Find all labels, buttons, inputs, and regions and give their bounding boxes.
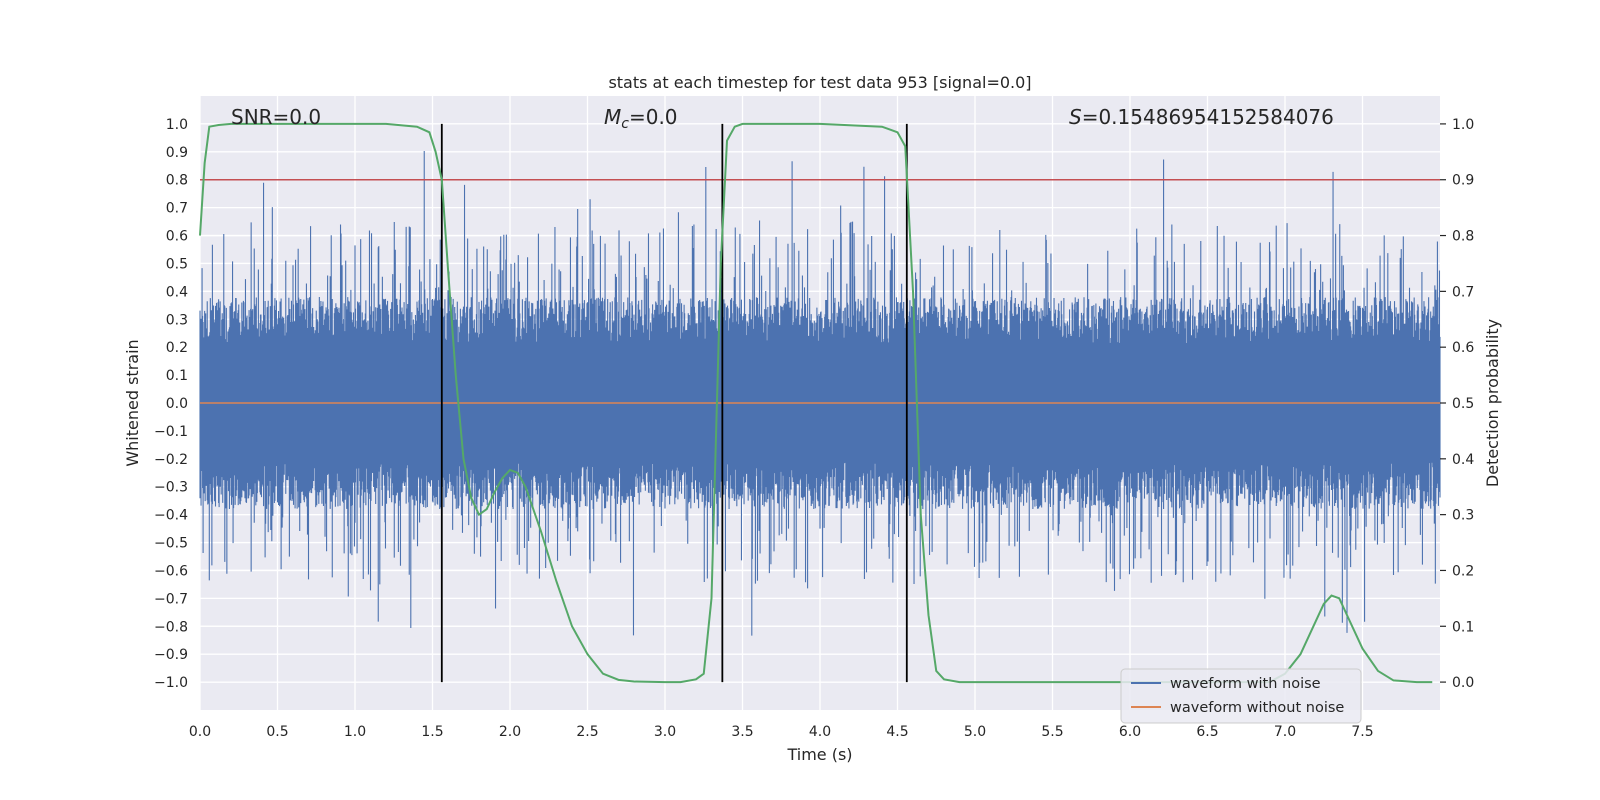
y-left-tick-label: 0.5	[166, 256, 188, 272]
y-right-tick-label: 0.7	[1452, 284, 1474, 300]
y-left-tick-label: −0.9	[154, 647, 188, 663]
y-right-tick-label: 0.3	[1452, 508, 1474, 524]
y-left-tick-label: −0.1	[154, 424, 188, 440]
y-left-tick-label: −1.0	[154, 675, 188, 691]
x-tick-label: 5.5	[1041, 724, 1063, 740]
y-left-tick-label: 0.6	[166, 229, 188, 245]
chart-title: stats at each timestep for test data 953…	[608, 73, 1031, 92]
y-left-tick-label: −0.7	[154, 591, 188, 607]
x-tick-label: 3.0	[654, 724, 676, 740]
y-left-tick-label: −0.8	[154, 619, 188, 635]
y-right-tick-label: 0.8	[1452, 229, 1474, 245]
x-tick-label: 3.5	[731, 724, 753, 740]
y-left-tick-label: 0.3	[166, 312, 188, 328]
y-left-tick-label: 0.0	[166, 396, 188, 412]
x-tick-label: 2.0	[499, 724, 521, 740]
y-left-tick-label: −0.3	[154, 480, 188, 496]
snr-annotation: SNR=0.0	[231, 105, 321, 129]
chirp-mass-annotation: Mc=0.0	[604, 105, 678, 132]
x-tick-label: 5.0	[964, 724, 986, 740]
y-right-tick-label: 1.0	[1452, 117, 1474, 133]
y-right-axis-label: Detection probability	[1483, 319, 1502, 487]
x-tick-label: 6.0	[1119, 724, 1141, 740]
x-tick-label: 0.0	[189, 724, 211, 740]
y-right-tick-label: 0.1	[1452, 619, 1474, 635]
legend: waveform with noise waveform without noi…	[1120, 668, 1362, 724]
x-tick-label: 4.5	[886, 724, 908, 740]
y-right-tick-label: 0.5	[1452, 396, 1474, 412]
x-tick-label: 7.0	[1274, 724, 1296, 740]
y-left-tick-label: 0.7	[166, 201, 188, 217]
x-tick-label: 7.5	[1351, 724, 1373, 740]
y-right-tick-label: 0.2	[1452, 563, 1474, 579]
y-left-tick-label: −0.4	[154, 508, 188, 524]
x-tick-label: 2.5	[576, 724, 598, 740]
y-left-tick-label: −0.6	[154, 563, 188, 579]
y-left-tick-label: 0.2	[166, 340, 188, 356]
x-axis-ticks: 0.0 0.5 1.0 1.5 2.0 2.5 3.0 3.5 4.0 4.5 5.0 5.5 6.0 6…	[189, 724, 1374, 740]
x-tick-label: 0.5	[266, 724, 288, 740]
legend-box	[1120, 668, 1362, 724]
y-right-tick-label: 0.6	[1452, 340, 1474, 356]
y-left-tick-label: −0.2	[154, 452, 188, 468]
y-left-tick-label: 1.0	[166, 117, 188, 133]
x-tick-label: 6.5	[1196, 724, 1218, 740]
y-left-axis-label: Whitened strain	[123, 339, 142, 466]
y-left-tick-label: 0.9	[166, 145, 188, 161]
x-tick-label: 1.0	[344, 724, 366, 740]
legend-label-clean: waveform without noise	[1170, 700, 1344, 716]
noisy-waveform-series	[199, 151, 1441, 636]
y-left-tick-label: 0.8	[166, 173, 188, 189]
noisy-waveform-trace	[199, 151, 1441, 636]
y-right-tick-label: 0.9	[1452, 173, 1474, 189]
y-right-axis-ticks: 1.0 0.9 0.8 0.7 0.6 0.5 0.4 0.3 0.2 0.1 0.0	[1440, 117, 1474, 691]
y-left-axis-ticks: 1.0 0.9 0.8 0.7 0.6 0.5 0.4 0.3 0.2 0.1 0.0 −0.1 −0.…	[154, 117, 188, 691]
y-right-tick-label: 0.4	[1452, 452, 1474, 468]
s-statistic-annotation: S=0.15486954152584076	[1069, 105, 1334, 129]
y-left-tick-label: 0.4	[166, 284, 188, 300]
x-tick-label: 4.0	[809, 724, 831, 740]
legend-label-noisy: waveform with noise	[1170, 676, 1321, 692]
x-tick-label: 1.5	[421, 724, 443, 740]
y-left-tick-label: 0.1	[166, 368, 188, 384]
x-axis-label: Time (s)	[786, 745, 852, 764]
y-right-tick-label: 0.0	[1452, 675, 1474, 691]
y-left-tick-label: −0.5	[154, 536, 188, 552]
